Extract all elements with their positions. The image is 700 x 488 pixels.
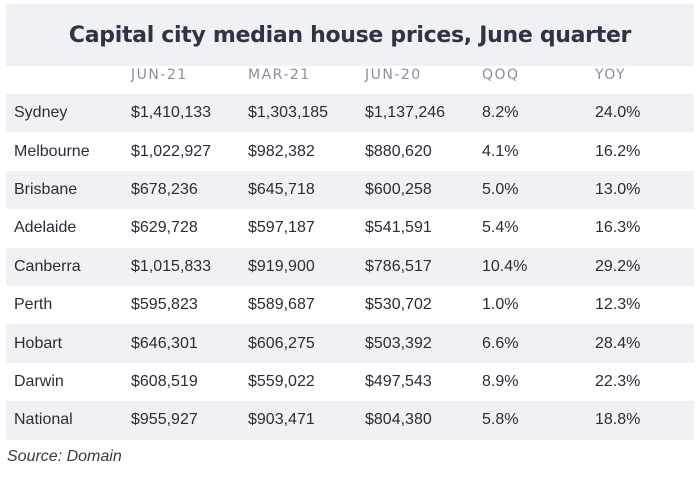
city-name: Sydney [14, 104, 68, 122]
table-row: Darwin $608,519 $559,022 $497,543 8.9% 2… [6, 363, 694, 401]
change-yoy: 29.2% [595, 257, 641, 275]
city-name: Melbourne [14, 142, 90, 160]
change-yoy: 16.3% [595, 219, 641, 237]
price-mar-21: $1,303,185 [248, 104, 329, 122]
price-jun-20: $600,258 [365, 180, 432, 198]
change-qoq: 6.6% [482, 334, 519, 352]
table-row: National $955,927 $903,471 $804,380 5.8%… [6, 401, 694, 440]
column-header-jun-21: JUN-21 [131, 67, 188, 83]
table-title: Capital city median house prices, June q… [68, 22, 632, 48]
price-jun-21: $1,410,133 [131, 104, 212, 122]
price-jun-20: $530,702 [365, 296, 432, 314]
price-jun-20: $503,392 [365, 334, 432, 352]
change-qoq: 1.0% [482, 296, 519, 314]
change-qoq: 5.8% [482, 411, 519, 429]
price-jun-20: $1,137,246 [365, 104, 446, 122]
price-mar-21: $645,718 [248, 180, 315, 198]
change-qoq: 5.4% [482, 219, 519, 237]
price-mar-21: $589,687 [248, 296, 315, 314]
change-qoq: 5.0% [482, 180, 519, 198]
table-row: Brisbane $678,236 $645,718 $600,258 5.0%… [6, 170, 694, 210]
city-name: National [14, 411, 73, 429]
change-qoq: 10.4% [482, 257, 528, 275]
price-jun-21: $646,301 [131, 334, 198, 352]
change-qoq: 8.9% [482, 372, 519, 390]
price-jun-20: $541,591 [365, 219, 432, 237]
change-yoy: 16.2% [595, 142, 641, 160]
city-name: Hobart [14, 334, 63, 352]
city-name: Perth [14, 296, 53, 314]
city-name: Canberra [14, 257, 81, 275]
source-note: Source: Domain [7, 448, 122, 465]
price-jun-21: $595,823 [131, 296, 198, 314]
column-header-qoq: QOQ [482, 67, 520, 83]
price-jun-21: $608,519 [131, 372, 198, 390]
price-mar-21: $597,187 [248, 219, 315, 237]
price-mar-21: $903,471 [248, 411, 315, 429]
table-row: Hobart $646,301 $606,275 $503,392 6.6% 2… [6, 324, 694, 363]
change-qoq: 4.1% [482, 142, 519, 160]
price-mar-21: $982,382 [248, 142, 315, 160]
city-name: Darwin [14, 372, 64, 390]
change-yoy: 12.3% [595, 296, 641, 314]
price-jun-21: $1,015,833 [131, 257, 212, 275]
table-row: Sydney $1,410,133 $1,303,185 $1,137,246 … [6, 94, 694, 133]
price-mar-21: $559,022 [248, 372, 315, 390]
column-header-jun-20: JUN-20 [365, 67, 422, 83]
column-header-mar-21: MAR-21 [248, 67, 311, 83]
change-yoy: 13.0% [595, 180, 641, 198]
price-jun-20: $786,517 [365, 257, 432, 275]
change-yoy: 24.0% [595, 104, 641, 122]
price-table: JUN-21 MAR-21 JUN-20 QOQ YOY Sydney $1,4… [6, 66, 694, 440]
table-row: Canberra $1,015,833 $919,900 $786,517 10… [6, 247, 694, 286]
price-jun-21: $678,236 [131, 180, 198, 198]
change-yoy: 22.3% [595, 372, 641, 390]
city-name: Brisbane [14, 180, 78, 198]
title-bar: Capital city median house prices, June q… [6, 4, 694, 66]
price-mar-21: $606,275 [248, 334, 315, 352]
city-name: Adelaide [14, 219, 77, 237]
change-yoy: 18.8% [595, 411, 641, 429]
price-jun-20: $880,620 [365, 142, 432, 160]
table-row: Perth $595,823 $589,687 $530,702 1.0% 12… [6, 286, 694, 324]
price-jun-21: $955,927 [131, 411, 198, 429]
price-jun-20: $497,543 [365, 372, 432, 390]
price-jun-21: $629,728 [131, 219, 198, 237]
table-header-row: JUN-21 MAR-21 JUN-20 QOQ YOY [6, 66, 694, 94]
change-yoy: 28.4% [595, 334, 641, 352]
change-qoq: 8.2% [482, 104, 519, 122]
price-mar-21: $919,900 [248, 257, 315, 275]
table-row: Adelaide $629,728 $597,187 $541,591 5.4%… [6, 209, 694, 247]
price-jun-21: $1,022,927 [131, 142, 212, 160]
price-jun-20: $804,380 [365, 411, 432, 429]
column-header-yoy: YOY [595, 67, 627, 83]
table-row: Melbourne $1,022,927 $982,382 $880,620 4… [6, 132, 694, 170]
